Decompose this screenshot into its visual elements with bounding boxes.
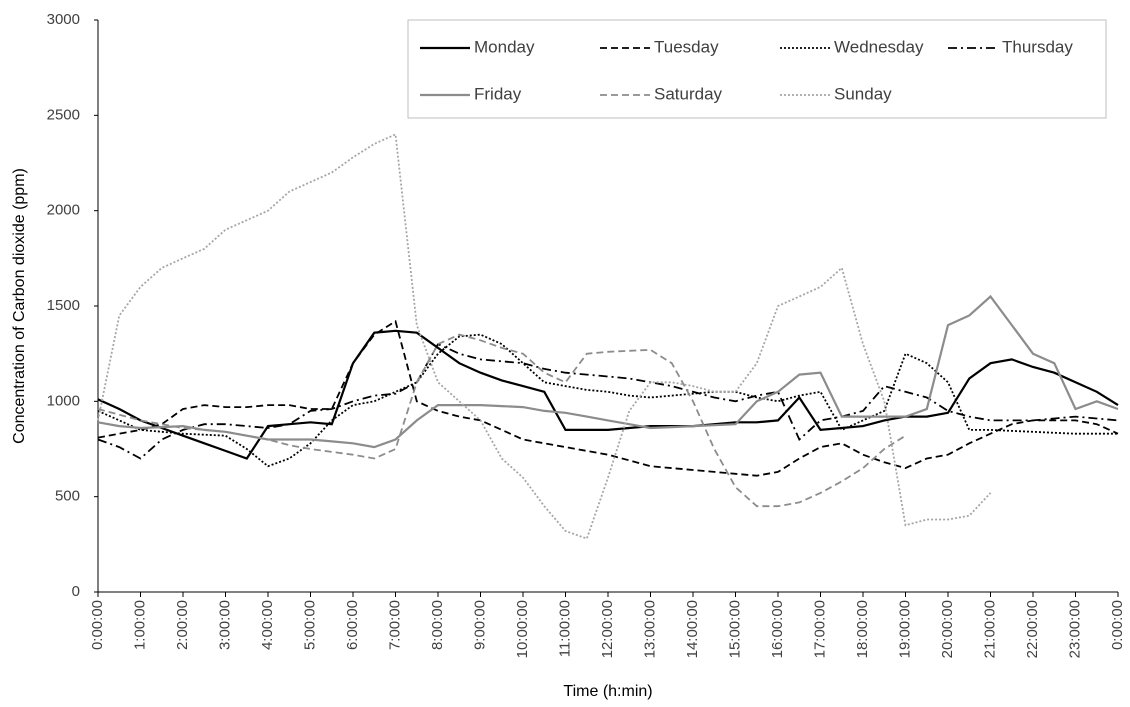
x-tick-label: 16:00:00 <box>769 600 786 658</box>
x-tick-label: 2:00:00 <box>174 600 191 650</box>
x-tick-label: 6:00:00 <box>344 600 361 650</box>
x-tick-label: 10:00:00 <box>514 600 531 658</box>
y-tick-label: 500 <box>55 488 80 505</box>
series-line <box>97 329 1119 460</box>
y-tick-label: 0 <box>72 583 80 600</box>
x-tick-label: 22:00:00 <box>1024 600 1041 658</box>
legend-text: Saturday <box>654 84 723 103</box>
series-line <box>97 333 906 508</box>
x-tick-label: 11:00:00 <box>556 600 573 657</box>
x-tick-label: 5:00:00 <box>301 600 318 650</box>
x-tick-label: 19:00:00 <box>896 600 913 658</box>
y-tick-label: 2000 <box>47 202 80 219</box>
legend-box <box>407 19 1107 119</box>
x-tick-label: 23:00:00 <box>1066 600 1083 658</box>
x-tick-label: 0:00:00 <box>1109 600 1126 650</box>
legend-text: Wednesday <box>834 37 924 56</box>
x-tick-label: 3:00:00 <box>216 600 233 650</box>
legend-text: Monday <box>474 37 535 56</box>
x-tick-label: 21:00:00 <box>981 600 998 658</box>
x-tick-label: 8:00:00 <box>429 600 446 650</box>
y-tick-label: 2500 <box>47 106 80 123</box>
x-tick-label: 1:00:00 <box>131 600 148 650</box>
series-line <box>97 319 1119 477</box>
y-tick-label: 1500 <box>47 297 80 314</box>
x-tick-label: 9:00:00 <box>471 600 488 650</box>
series-line <box>97 294 1119 449</box>
y-tick-label: 3000 <box>47 11 80 28</box>
legend-text: Sunday <box>834 84 892 103</box>
legend-text: Tuesday <box>654 37 719 56</box>
x-tick-label: 15:00:00 <box>726 600 743 658</box>
x-tick-label: 18:00:00 <box>854 600 871 658</box>
x-tick-label: 20:00:00 <box>939 600 956 658</box>
series-line <box>97 133 992 540</box>
legend-text: Friday <box>474 84 522 103</box>
y-axis-title: Concentration of Carbon dioxide (ppm) <box>11 168 28 444</box>
x-tick-label: 17:00:00 <box>811 600 828 658</box>
x-tick-label: 4:00:00 <box>259 600 276 650</box>
x-tick-label: 7:00:00 <box>386 600 403 650</box>
x-tick-label: 12:00:00 <box>599 600 616 658</box>
y-tick-label: 1000 <box>47 392 80 409</box>
x-tick-label: 14:00:00 <box>684 600 701 658</box>
series-line <box>97 342 1119 460</box>
legend-text: Thursday <box>1002 37 1073 56</box>
series-line <box>97 333 1118 468</box>
x-axis-title: Time (h:min) <box>563 683 652 700</box>
x-tick-label: 13:00:00 <box>641 600 658 658</box>
x-tick-label: 0:00:00 <box>89 600 106 650</box>
